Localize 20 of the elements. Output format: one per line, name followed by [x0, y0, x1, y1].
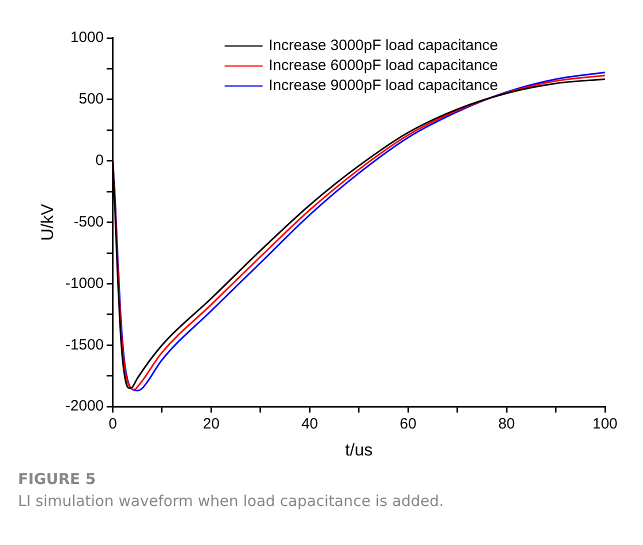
- y-axis-title: U/kV: [38, 203, 57, 241]
- y-tick-label: 1000: [70, 29, 104, 46]
- x-tick-label: 40: [301, 416, 318, 433]
- x-axis-title: t/us: [345, 440, 373, 460]
- caption: FIGURE 5: [18, 470, 97, 488]
- x-tick-label: 60: [400, 416, 416, 433]
- y-tick-label: -1000: [65, 274, 104, 292]
- y-tick-label: -500: [74, 213, 104, 230]
- x-tick-label: 0: [108, 416, 117, 433]
- y-tick-label: 500: [78, 90, 104, 108]
- legend-label: Increase 9000pF load capacitance: [268, 77, 498, 94]
- y-tick-label: -1500: [65, 336, 104, 354]
- legend-label: Increase 6000pF load capacitance: [268, 57, 498, 74]
- text: LI simulation waveform when load capacitance is added.: [18, 492, 444, 510]
- x-tick-label: 100: [592, 416, 618, 433]
- legend-label: Increase 3000pF load capacitance: [268, 37, 498, 54]
- y-tick-label: -2000: [65, 398, 104, 415]
- x-tick-label: 80: [498, 416, 515, 433]
- x-tick-label: 20: [202, 416, 220, 433]
- y-tick-label: 0: [95, 152, 104, 170]
